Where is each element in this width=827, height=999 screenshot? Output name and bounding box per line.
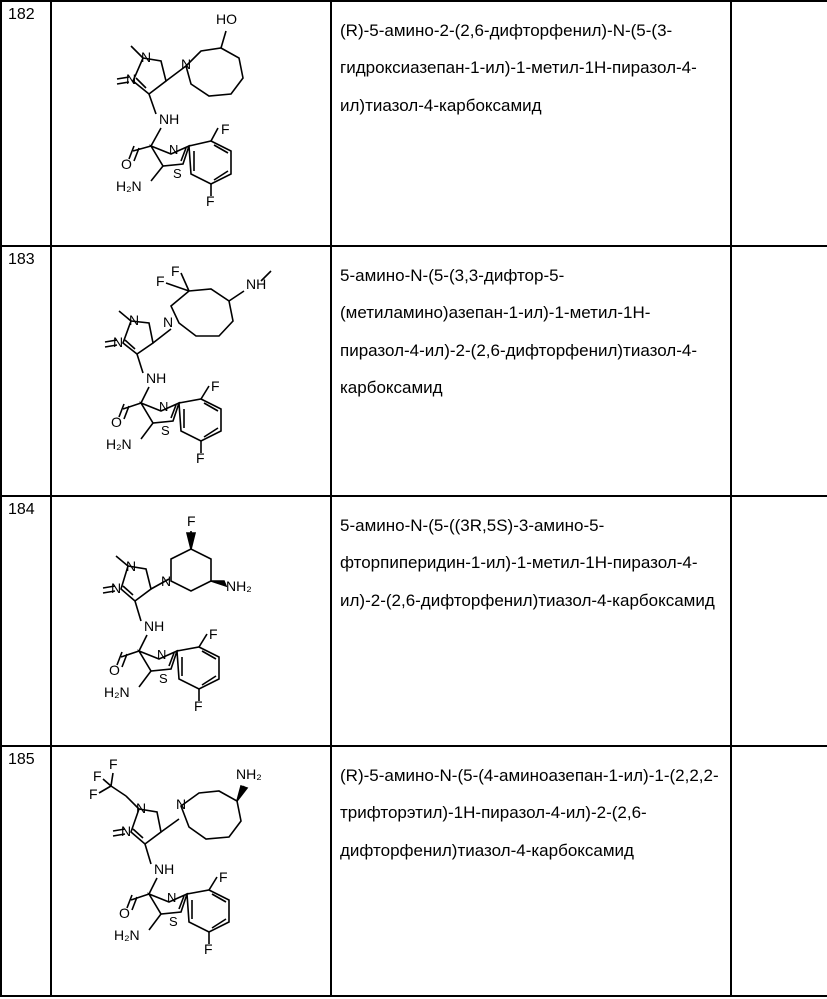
svg-text:O: O bbox=[109, 662, 120, 678]
svg-text:N: N bbox=[121, 823, 131, 839]
svg-text:N: N bbox=[176, 796, 186, 812]
compound-id: 184 bbox=[1, 496, 51, 746]
compound-structure: F NH₂ N N N bbox=[51, 496, 331, 746]
svg-text:F: F bbox=[89, 786, 98, 802]
molecule-svg: F F F NH₂ N bbox=[61, 751, 321, 991]
svg-text:S: S bbox=[159, 671, 168, 686]
svg-text:F: F bbox=[109, 756, 118, 772]
svg-text:N: N bbox=[129, 312, 139, 328]
svg-text:O: O bbox=[111, 414, 122, 430]
compound-id: 182 bbox=[1, 1, 51, 246]
compound-name: (R)-5-амино-2-(2,6-дифторфенил)-N-(5-(3-… bbox=[331, 1, 731, 246]
svg-text:F: F bbox=[187, 513, 196, 529]
table-row: 184 F NH₂ N bbox=[1, 496, 827, 746]
compound-name: 5-амино-N-(5-((3R,5S)-3-амино-5-фторпипе… bbox=[331, 496, 731, 746]
svg-text:N: N bbox=[169, 142, 178, 157]
svg-text:H₂N: H₂N bbox=[106, 436, 132, 452]
svg-text:N: N bbox=[141, 49, 151, 65]
compound-structure: HO N N N bbox=[51, 1, 331, 246]
svg-text:N: N bbox=[159, 399, 168, 414]
svg-text:F: F bbox=[171, 263, 180, 279]
empty-cell bbox=[731, 246, 827, 496]
empty-cell bbox=[731, 496, 827, 746]
svg-text:O: O bbox=[119, 905, 130, 921]
compound-name: 5-амино-N-(5-(3,3-дифтор-5-(метиламино)а… bbox=[331, 246, 731, 496]
svg-text:H₂N: H₂N bbox=[114, 927, 140, 943]
svg-text:S: S bbox=[169, 914, 178, 929]
svg-text:N: N bbox=[163, 314, 173, 330]
svg-text:F: F bbox=[211, 378, 220, 394]
svg-text:F: F bbox=[219, 869, 228, 885]
svg-text:N: N bbox=[126, 71, 136, 87]
compound-structure: F F F NH₂ N bbox=[51, 746, 331, 996]
table-row: 183 F F NH N bbox=[1, 246, 827, 496]
svg-text:F: F bbox=[93, 768, 102, 784]
svg-text:F: F bbox=[156, 273, 165, 289]
svg-text:N: N bbox=[136, 800, 146, 816]
svg-text:N: N bbox=[157, 647, 166, 662]
table-row: 182 HO N N N bbox=[1, 1, 827, 246]
compound-table: 182 HO N N N bbox=[0, 0, 827, 997]
svg-text:H₂N: H₂N bbox=[116, 178, 142, 194]
svg-text:NH: NH bbox=[144, 618, 164, 634]
svg-text:NH₂: NH₂ bbox=[226, 578, 252, 594]
svg-text:NH₂: NH₂ bbox=[236, 766, 262, 782]
svg-text:S: S bbox=[173, 166, 182, 181]
compound-name: (R)-5-амино-N-(5-(4-аминоазепан-1-ил)-1-… bbox=[331, 746, 731, 996]
svg-text:NH: NH bbox=[146, 370, 166, 386]
svg-text:O: O bbox=[121, 156, 132, 172]
table-row: 185 F F F NH₂ bbox=[1, 746, 827, 996]
compound-id: 185 bbox=[1, 746, 51, 996]
molecule-svg: F NH₂ N N N bbox=[61, 501, 321, 741]
svg-text:N: N bbox=[167, 890, 176, 905]
empty-cell bbox=[731, 746, 827, 996]
svg-text:N: N bbox=[111, 580, 121, 596]
svg-text:N: N bbox=[126, 558, 136, 574]
molecule-svg: F F NH N N N bbox=[61, 251, 321, 491]
svg-text:NH: NH bbox=[159, 111, 179, 127]
svg-text:N: N bbox=[113, 334, 123, 350]
svg-text:HO: HO bbox=[216, 11, 237, 27]
svg-text:S: S bbox=[161, 423, 170, 438]
svg-text:F: F bbox=[209, 626, 218, 642]
compound-id: 183 bbox=[1, 246, 51, 496]
svg-text:H₂N: H₂N bbox=[104, 684, 130, 700]
molecule-svg: HO N N N bbox=[61, 6, 321, 241]
compound-structure: F F NH N N N bbox=[51, 246, 331, 496]
empty-cell bbox=[731, 1, 827, 246]
svg-text:F: F bbox=[221, 121, 230, 137]
svg-text:NH: NH bbox=[154, 861, 174, 877]
